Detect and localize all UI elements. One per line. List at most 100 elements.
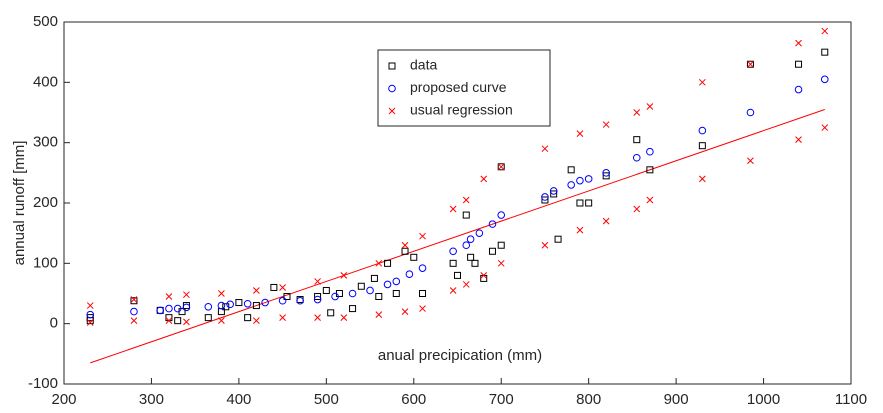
point (541, 196, 549, 204)
point (541, 145, 549, 153)
point (480, 175, 488, 183)
point (384, 259, 392, 267)
point (327, 309, 335, 317)
y-tick-label: 400 (33, 73, 58, 90)
point (576, 176, 584, 185)
point (86, 310, 95, 319)
x-tick-label: 600 (401, 391, 426, 408)
point (602, 217, 610, 225)
point (314, 278, 321, 285)
point (497, 211, 506, 219)
point (222, 303, 230, 311)
regression-line (90, 109, 825, 364)
point (183, 318, 190, 326)
point (633, 136, 641, 144)
x-tick-label: 200 (51, 391, 76, 408)
point (218, 290, 225, 297)
point (86, 314, 94, 322)
point (747, 157, 754, 165)
point (375, 293, 383, 301)
point (541, 193, 549, 201)
point (279, 314, 286, 321)
point (165, 304, 173, 313)
point (567, 181, 575, 189)
point (549, 187, 558, 195)
point (471, 259, 479, 267)
point (270, 283, 278, 291)
y-axis-label: annual runoff [mm] (11, 141, 28, 266)
point (449, 205, 457, 213)
point (795, 136, 802, 144)
point (576, 226, 584, 234)
point (497, 259, 505, 267)
point (602, 121, 610, 128)
y-tick-label: -100 (28, 375, 58, 392)
point (449, 247, 457, 256)
point (449, 259, 457, 267)
y-tick-label: 0 (50, 315, 58, 332)
point (746, 108, 755, 117)
point (279, 284, 286, 291)
legend-label: data (410, 57, 437, 73)
point (632, 153, 641, 162)
point (130, 307, 138, 316)
point (602, 172, 610, 180)
point (244, 314, 252, 322)
point (497, 163, 505, 171)
point (488, 247, 496, 255)
point (401, 241, 409, 249)
point (746, 60, 754, 68)
point (204, 314, 212, 322)
point (646, 147, 654, 156)
point (349, 305, 357, 313)
legend-label: usual regression (410, 102, 513, 118)
point (410, 253, 418, 261)
x-tick-label: 1000 (747, 391, 780, 408)
point (130, 317, 138, 325)
point (392, 290, 400, 297)
point (217, 301, 226, 310)
point (401, 247, 409, 255)
point (235, 299, 243, 307)
point (130, 297, 138, 305)
point (253, 317, 260, 325)
point (182, 303, 191, 312)
point (165, 293, 173, 300)
point (462, 211, 470, 219)
point (480, 272, 488, 279)
x-tick-label: 1100 (835, 391, 867, 408)
point (130, 296, 138, 303)
point (383, 280, 392, 289)
point (314, 293, 322, 301)
point (261, 298, 269, 307)
legend-symbol (388, 84, 396, 93)
point (646, 103, 654, 110)
point (314, 314, 321, 321)
legend-label: proposed curve (410, 79, 507, 95)
point (602, 169, 610, 177)
x-tick-label: 300 (139, 391, 164, 408)
point (497, 241, 505, 249)
point (554, 235, 562, 243)
point (183, 291, 190, 299)
point (646, 166, 654, 174)
legend-box (377, 49, 551, 127)
point (331, 292, 339, 301)
point (419, 232, 426, 240)
point (418, 264, 427, 272)
x-tick-label: 400 (226, 391, 251, 408)
x-axis-label: anual precipication (mm) (378, 347, 542, 364)
point (462, 241, 471, 250)
point (698, 142, 706, 150)
point (462, 196, 470, 204)
point (340, 272, 348, 279)
point (313, 295, 322, 304)
x-tick-label: 800 (576, 391, 601, 408)
point (576, 199, 584, 207)
point (405, 270, 414, 278)
point (340, 314, 348, 321)
point (252, 302, 260, 310)
point (370, 274, 378, 282)
point (821, 124, 829, 131)
point (86, 319, 94, 326)
